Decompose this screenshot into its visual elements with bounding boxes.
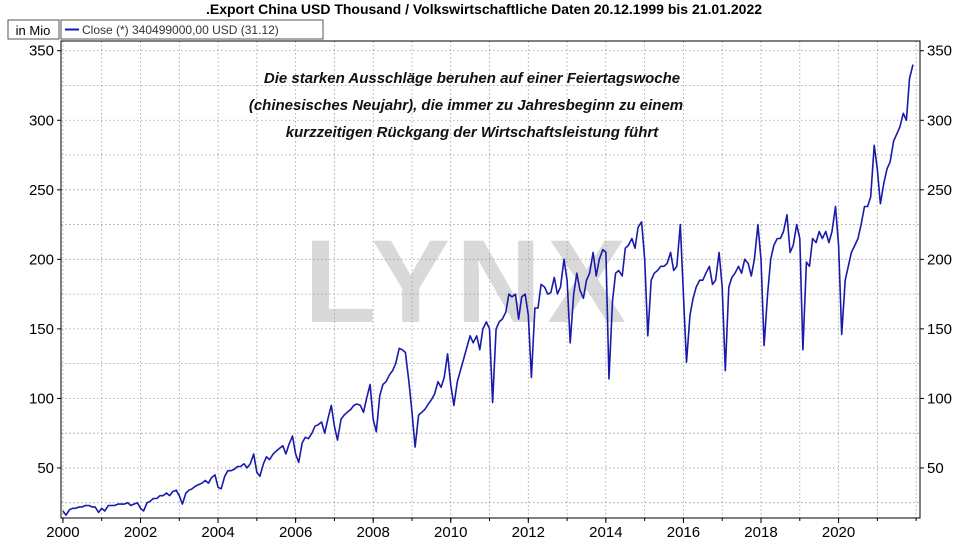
x-tick-label: 2000 bbox=[46, 524, 79, 540]
y-tick-label-right: 250 bbox=[927, 182, 952, 199]
watermark: LYNX bbox=[304, 216, 632, 348]
y-tick-label-left: 200 bbox=[29, 251, 54, 268]
y-tick-label-right: 300 bbox=[927, 112, 952, 129]
annotation-line-3: kurzzeitigen Rückgang der Wirtschaftslei… bbox=[286, 124, 659, 141]
y-tick-label-right: 350 bbox=[927, 43, 952, 60]
annotation-line-1: Die starken Ausschläge beruhen auf einer… bbox=[264, 70, 680, 87]
y-tick-label-right: 50 bbox=[927, 460, 944, 477]
legend: Close (*) 340499000,00 USD (31.12) bbox=[60, 19, 324, 40]
y-tick-label-left: 250 bbox=[29, 182, 54, 199]
x-tick-label: 2012 bbox=[512, 524, 545, 540]
legend-label: Close (*) 340499000,00 USD (31.12) bbox=[82, 23, 279, 37]
y-tick-label-left: 300 bbox=[29, 112, 54, 129]
y-tick-label-right: 100 bbox=[927, 390, 952, 407]
x-tick-label: 2020 bbox=[822, 524, 855, 540]
x-tick-label: 2014 bbox=[589, 524, 622, 540]
plot-frame bbox=[60, 40, 921, 519]
unit-box: in Mio bbox=[7, 19, 60, 40]
x-tick-label: 2016 bbox=[667, 524, 700, 540]
x-tick-label: 2006 bbox=[279, 524, 312, 540]
x-tick-label: 2010 bbox=[434, 524, 467, 540]
unit-label: in Mio bbox=[16, 23, 51, 38]
y-tick-label-right: 150 bbox=[927, 321, 952, 338]
series-line-close bbox=[62, 64, 914, 516]
annotation-line-2: (chinesisches Neujahr), die immer zu Jah… bbox=[249, 97, 683, 114]
x-tick-label: 2008 bbox=[356, 524, 389, 540]
y-tick-label-left: 350 bbox=[29, 43, 54, 60]
y-tick-label-left: 50 bbox=[37, 460, 54, 477]
y-tick-label-left: 150 bbox=[29, 321, 54, 338]
chart-title: .Export China USD Thousand / Volkswirtsc… bbox=[206, 1, 762, 17]
x-tick-label: 2018 bbox=[744, 524, 777, 540]
x-tick-label: 2004 bbox=[201, 524, 234, 540]
y-tick-label-left: 100 bbox=[29, 390, 54, 407]
y-tick-label-right: 200 bbox=[927, 251, 952, 268]
x-tick-label: 2002 bbox=[124, 524, 157, 540]
